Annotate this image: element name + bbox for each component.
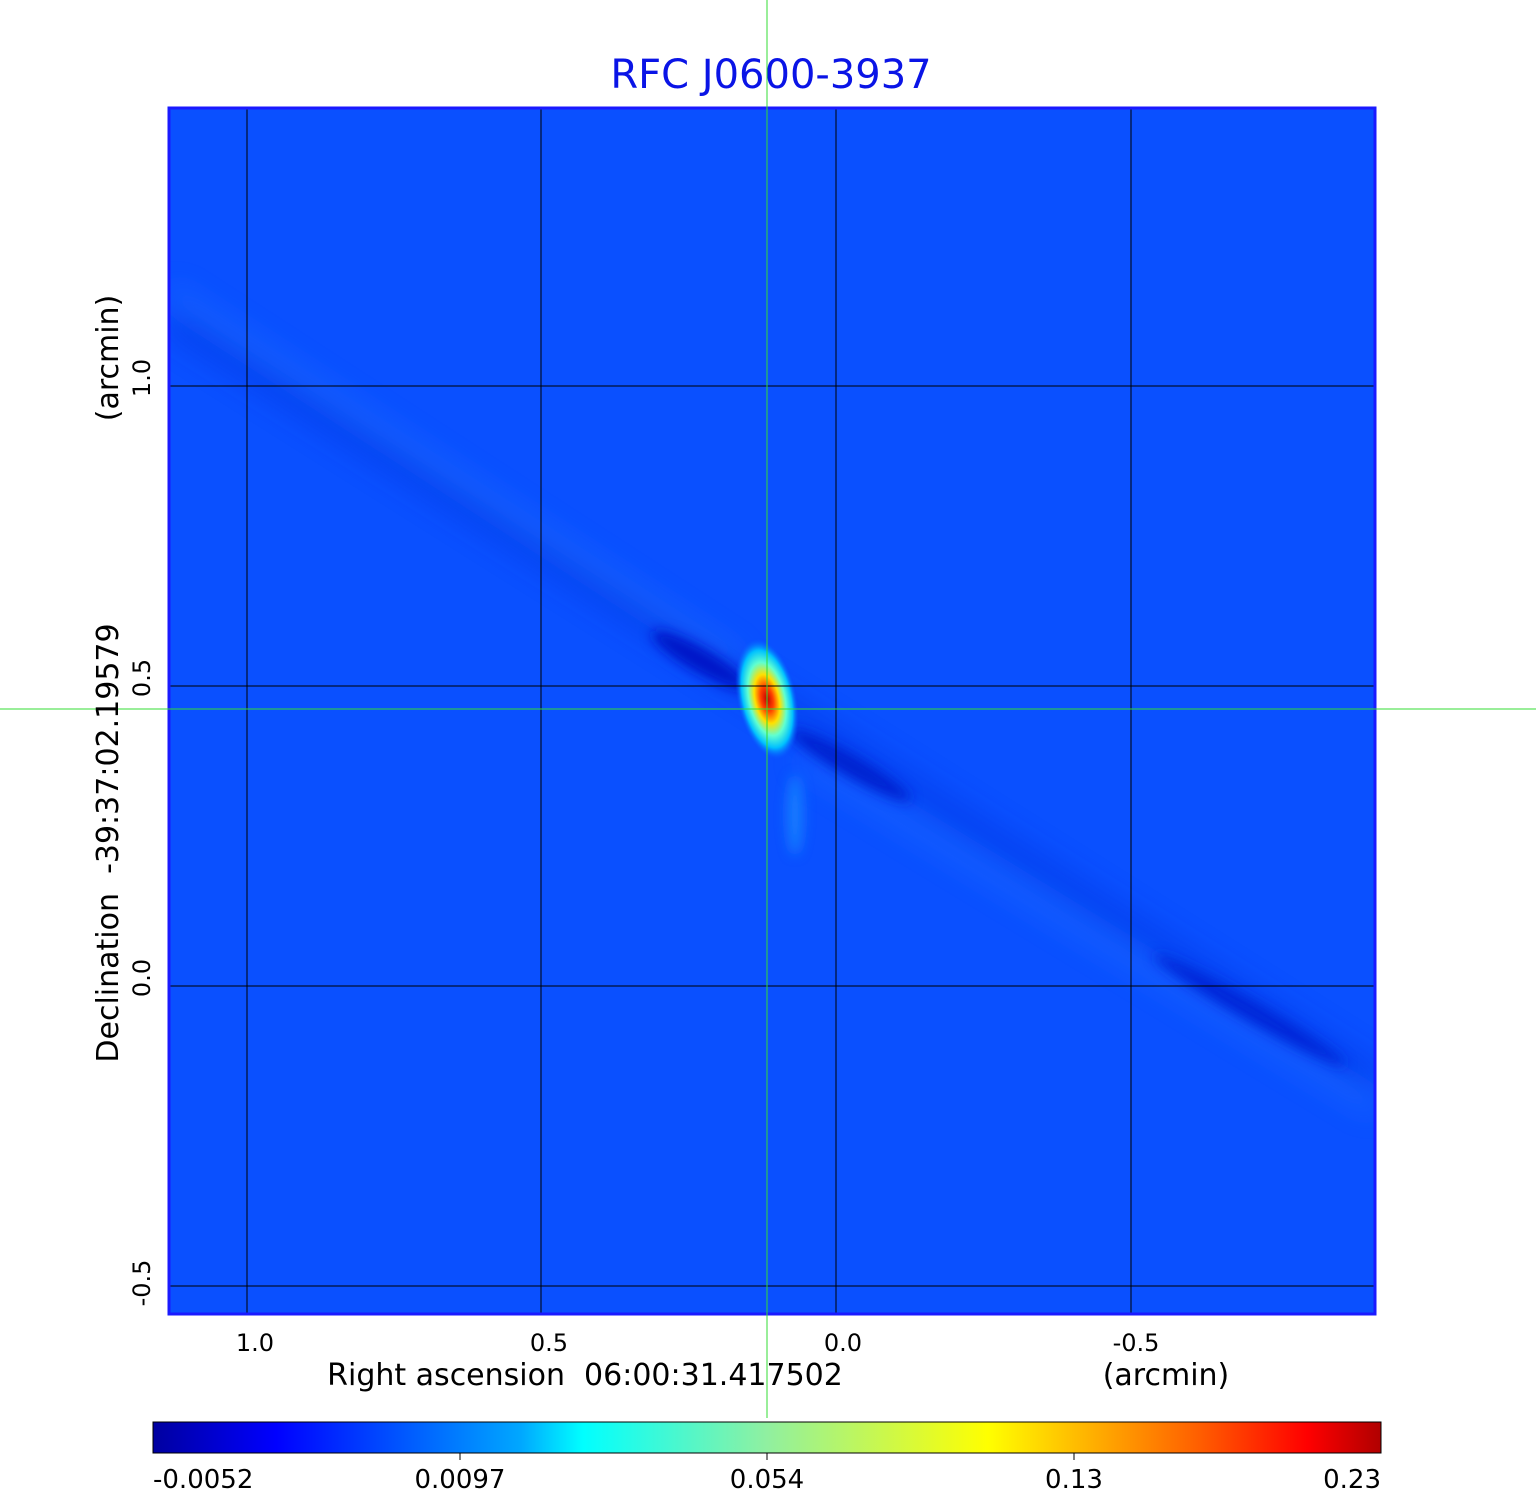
colorbar-tick-label: 0.23 bbox=[1323, 1465, 1381, 1495]
y-tick-label: 0.5 bbox=[128, 659, 156, 697]
chart-title: RFC J0600-3937 bbox=[610, 52, 931, 98]
negative-lobes bbox=[651, 630, 1346, 1066]
colorbar-tick-label: 0.13 bbox=[1045, 1465, 1103, 1495]
x-tick-label: -0.5 bbox=[1113, 1329, 1160, 1357]
image-area bbox=[170, 109, 1375, 1314]
y-tick-label: 1.0 bbox=[128, 359, 156, 397]
plot-frame bbox=[167, 106, 1377, 1316]
colorbar-tick-label: 0.0097 bbox=[415, 1465, 506, 1495]
x-axis-unit: (arcmin) bbox=[1103, 1358, 1230, 1393]
y-axis-unit: (arcmin) bbox=[91, 295, 126, 422]
colorbar-tick-label: -0.0052 bbox=[153, 1465, 253, 1495]
x-axis-label: Right ascension 06:00:31.417502 bbox=[327, 1358, 843, 1393]
x-tick-label: 0.0 bbox=[824, 1329, 862, 1357]
y-axis-label: Declination -39:37:02.19579 bbox=[91, 623, 126, 1062]
y-tick-label: -0.5 bbox=[128, 1260, 156, 1307]
y-tick-label: 0.0 bbox=[128, 959, 156, 997]
colorbar bbox=[152, 1421, 1382, 1454]
x-tick-label: 0.5 bbox=[530, 1329, 568, 1357]
grid bbox=[170, 109, 1375, 1314]
colorbar-tick-label: 0.054 bbox=[730, 1465, 804, 1495]
x-tick-label: 1.0 bbox=[236, 1329, 274, 1357]
